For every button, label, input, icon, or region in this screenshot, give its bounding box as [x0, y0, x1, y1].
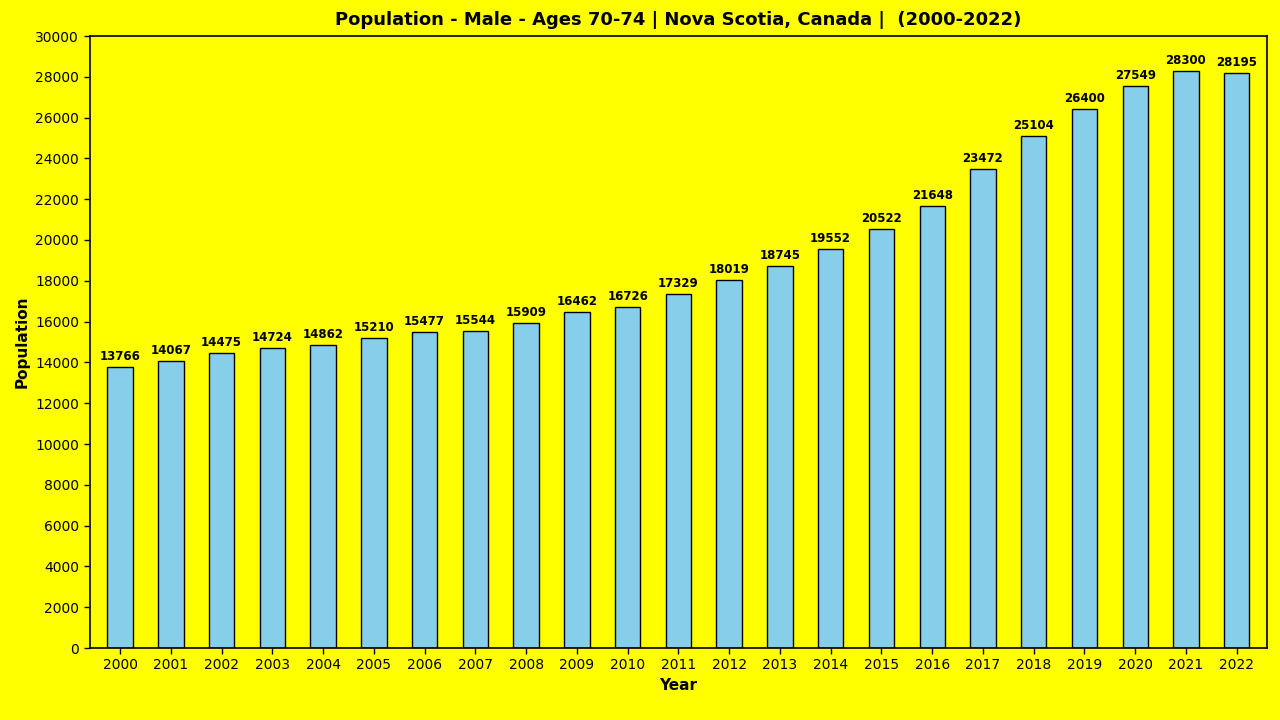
Bar — [869, 230, 895, 648]
Bar — [919, 207, 945, 648]
Bar — [818, 249, 844, 648]
Text: 27549: 27549 — [1115, 69, 1156, 82]
Text: 15909: 15909 — [506, 307, 547, 320]
Text: 19552: 19552 — [810, 232, 851, 245]
Y-axis label: Population: Population — [14, 296, 29, 388]
Text: 17329: 17329 — [658, 277, 699, 290]
Bar — [361, 338, 387, 648]
Text: 21648: 21648 — [911, 189, 952, 202]
Text: 28300: 28300 — [1166, 53, 1206, 66]
Text: 18019: 18019 — [709, 264, 750, 276]
Bar — [108, 367, 133, 648]
Bar — [1224, 73, 1249, 648]
Text: 15544: 15544 — [454, 314, 495, 327]
Bar — [513, 323, 539, 648]
Bar — [614, 307, 640, 648]
Text: 13766: 13766 — [100, 350, 141, 363]
Text: 20522: 20522 — [861, 212, 902, 225]
Bar — [209, 353, 234, 648]
Bar — [1071, 109, 1097, 648]
Bar — [462, 331, 488, 648]
Text: 15477: 15477 — [404, 315, 445, 328]
Bar — [1021, 136, 1047, 648]
Text: 15210: 15210 — [353, 320, 394, 333]
Bar — [311, 345, 335, 648]
Bar — [1123, 86, 1148, 648]
Text: 14862: 14862 — [302, 328, 343, 341]
Bar — [564, 312, 590, 648]
Text: 14067: 14067 — [150, 344, 191, 357]
Text: 16726: 16726 — [607, 289, 648, 302]
Bar — [666, 294, 691, 648]
Text: 23472: 23472 — [963, 152, 1004, 165]
Bar — [970, 169, 996, 648]
Title: Population - Male - Ages 70-74 | Nova Scotia, Canada |  (2000-2022): Population - Male - Ages 70-74 | Nova Sc… — [335, 11, 1021, 29]
Text: 18745: 18745 — [759, 248, 800, 261]
Bar — [260, 348, 285, 648]
X-axis label: Year: Year — [659, 678, 698, 693]
Text: 14475: 14475 — [201, 336, 242, 348]
Text: 14724: 14724 — [252, 330, 293, 343]
Bar — [159, 361, 183, 648]
Text: 16462: 16462 — [557, 295, 598, 308]
Text: 26400: 26400 — [1064, 92, 1105, 105]
Bar — [412, 332, 438, 648]
Bar — [1174, 71, 1198, 648]
Text: 25104: 25104 — [1014, 119, 1055, 132]
Text: 28195: 28195 — [1216, 55, 1257, 68]
Bar — [717, 280, 742, 648]
Bar — [767, 266, 792, 648]
